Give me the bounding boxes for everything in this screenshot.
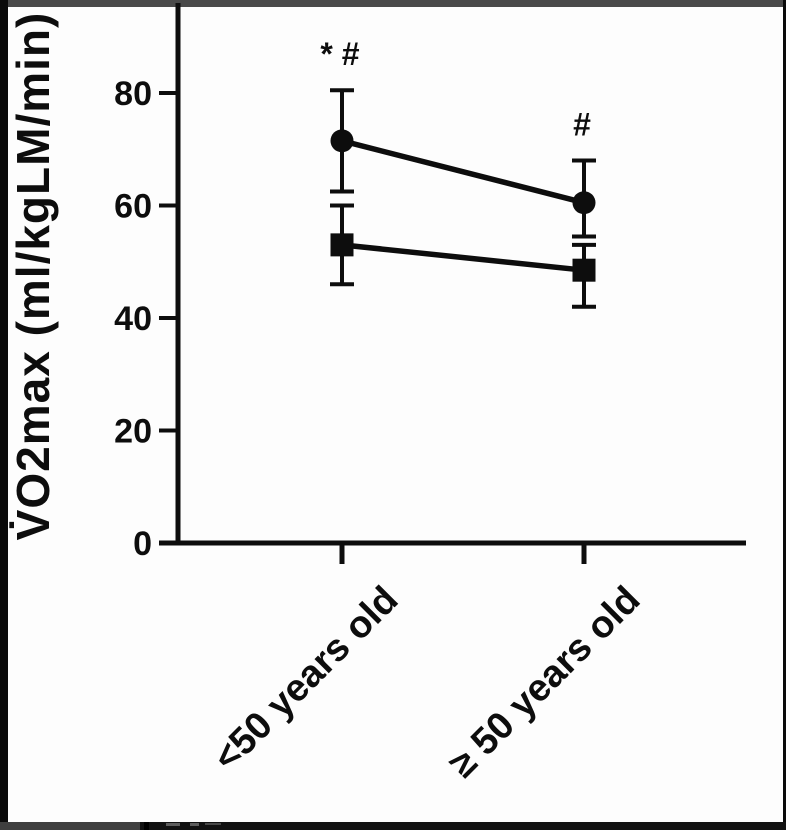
y-tick-label: 40 (114, 300, 152, 338)
right-border (783, 0, 786, 830)
top-border-bar (0, 0, 786, 7)
y-tick-label: 20 (114, 413, 152, 451)
marker-circle (572, 191, 596, 215)
cropped-content-mark (166, 823, 180, 826)
y-tick-label: 60 (114, 188, 152, 226)
cropped-content-mark (205, 823, 221, 825)
significance-annotation: * # (320, 36, 359, 72)
cropped-content-mark (190, 823, 199, 826)
marker-square (330, 233, 354, 257)
series-line-filled-square-group (341, 242, 585, 273)
y-axis-title: V̇O2max (ml/kgLM/min) (7, 12, 59, 541)
y-tick-label: 80 (114, 75, 152, 113)
y-tick-label: 0 (133, 525, 152, 563)
bottom-crop-strip (0, 822, 786, 830)
bottom-strip-divider (144, 822, 149, 830)
marker-square (572, 258, 596, 282)
x-category-label: <50 years old (206, 579, 407, 780)
x-category-label: ≥ 50 years old (441, 579, 648, 786)
series-line-filled-circle-group (341, 138, 585, 206)
marker-circle (330, 129, 354, 153)
bottom-strip-left-segment (0, 822, 140, 830)
significance-annotation: # (573, 107, 591, 143)
left-border (0, 0, 8, 830)
